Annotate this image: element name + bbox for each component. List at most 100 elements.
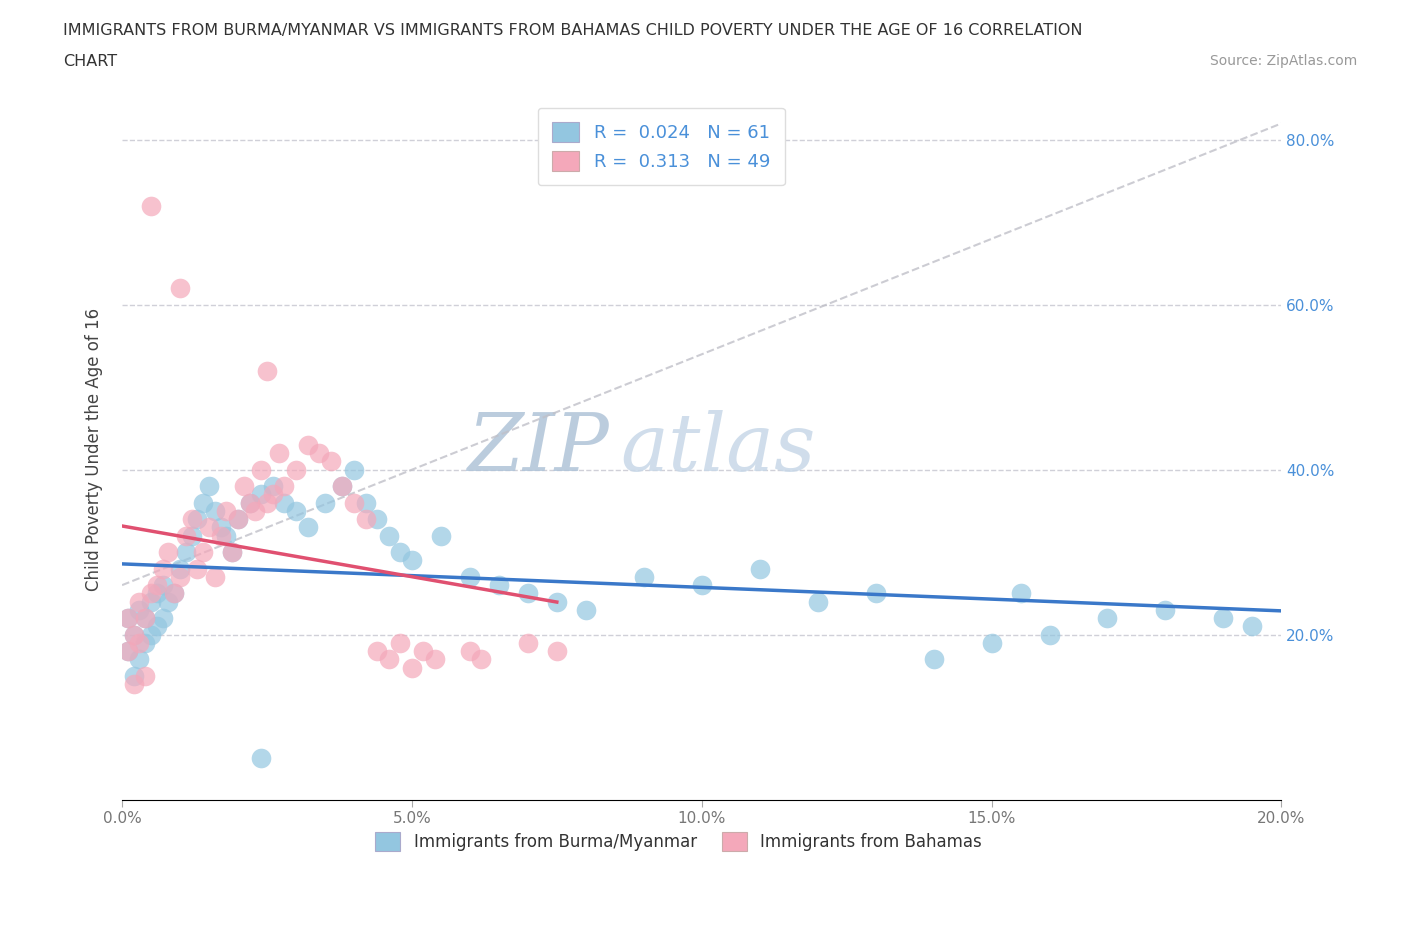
Point bbox=[546, 594, 568, 609]
Point bbox=[308, 445, 330, 460]
Text: ZIP: ZIP bbox=[467, 410, 609, 488]
Text: Source: ZipAtlas.com: Source: ZipAtlas.com bbox=[1209, 54, 1357, 68]
Point bbox=[169, 561, 191, 576]
Point bbox=[128, 594, 150, 609]
Point bbox=[273, 496, 295, 511]
Point bbox=[146, 619, 169, 634]
Point bbox=[319, 454, 342, 469]
Text: CHART: CHART bbox=[63, 54, 117, 69]
Point bbox=[516, 586, 538, 601]
Point bbox=[180, 512, 202, 526]
Point bbox=[922, 652, 945, 667]
Point bbox=[1212, 611, 1234, 626]
Point bbox=[354, 496, 377, 511]
Point bbox=[226, 512, 249, 526]
Point bbox=[186, 512, 208, 526]
Point bbox=[575, 603, 598, 618]
Point bbox=[122, 627, 145, 642]
Point bbox=[174, 528, 197, 543]
Point bbox=[128, 652, 150, 667]
Point bbox=[389, 635, 412, 650]
Point bbox=[146, 578, 169, 592]
Point bbox=[152, 578, 174, 592]
Point bbox=[163, 586, 186, 601]
Point bbox=[193, 496, 215, 511]
Point bbox=[314, 496, 336, 511]
Point bbox=[430, 528, 453, 543]
Point bbox=[186, 561, 208, 576]
Point bbox=[633, 569, 655, 584]
Point bbox=[128, 603, 150, 618]
Point bbox=[330, 479, 353, 494]
Point bbox=[354, 512, 377, 526]
Point bbox=[209, 528, 232, 543]
Point bbox=[157, 545, 180, 560]
Point bbox=[412, 644, 434, 658]
Point bbox=[297, 520, 319, 535]
Point bbox=[215, 503, 238, 518]
Point bbox=[139, 586, 162, 601]
Point bbox=[377, 528, 399, 543]
Point bbox=[250, 751, 273, 765]
Point bbox=[1038, 627, 1060, 642]
Point bbox=[232, 479, 254, 494]
Point bbox=[169, 569, 191, 584]
Point bbox=[470, 652, 492, 667]
Point bbox=[122, 669, 145, 684]
Point bbox=[343, 496, 366, 511]
Point bbox=[267, 445, 290, 460]
Point bbox=[152, 611, 174, 626]
Point bbox=[128, 635, 150, 650]
Text: IMMIGRANTS FROM BURMA/MYANMAR VS IMMIGRANTS FROM BAHAMAS CHILD POVERTY UNDER THE: IMMIGRANTS FROM BURMA/MYANMAR VS IMMIGRA… bbox=[63, 23, 1083, 38]
Point bbox=[980, 635, 1002, 650]
Point bbox=[377, 652, 399, 667]
Y-axis label: Child Poverty Under the Age of 16: Child Poverty Under the Age of 16 bbox=[86, 308, 103, 591]
Point bbox=[139, 627, 162, 642]
Point bbox=[1097, 611, 1119, 626]
Point bbox=[458, 569, 481, 584]
Point bbox=[169, 281, 191, 296]
Point bbox=[297, 437, 319, 452]
Point bbox=[174, 545, 197, 560]
Point bbox=[134, 635, 156, 650]
Point bbox=[546, 644, 568, 658]
Point bbox=[250, 487, 273, 502]
Point bbox=[139, 198, 162, 213]
Point bbox=[262, 479, 284, 494]
Point bbox=[250, 462, 273, 477]
Point bbox=[273, 479, 295, 494]
Point bbox=[215, 528, 238, 543]
Point bbox=[193, 545, 215, 560]
Point bbox=[245, 503, 267, 518]
Text: atlas: atlas bbox=[620, 410, 815, 488]
Point bbox=[389, 545, 412, 560]
Point bbox=[134, 669, 156, 684]
Point bbox=[1010, 586, 1032, 601]
Point bbox=[204, 569, 226, 584]
Point bbox=[748, 561, 770, 576]
Point bbox=[204, 503, 226, 518]
Point bbox=[262, 487, 284, 502]
Point bbox=[423, 652, 446, 667]
Point bbox=[117, 644, 139, 658]
Point bbox=[239, 496, 262, 511]
Point bbox=[256, 364, 278, 379]
Point bbox=[488, 578, 510, 592]
Point bbox=[152, 561, 174, 576]
Point bbox=[401, 553, 423, 568]
Point bbox=[1154, 603, 1177, 618]
Point bbox=[865, 586, 887, 601]
Point bbox=[1241, 619, 1264, 634]
Point bbox=[221, 545, 243, 560]
Point bbox=[284, 503, 307, 518]
Point bbox=[284, 462, 307, 477]
Point bbox=[198, 520, 221, 535]
Point bbox=[139, 594, 162, 609]
Point bbox=[157, 594, 180, 609]
Point bbox=[458, 644, 481, 658]
Point bbox=[343, 462, 366, 477]
Point bbox=[366, 644, 388, 658]
Point bbox=[134, 611, 156, 626]
Point bbox=[117, 644, 139, 658]
Point bbox=[198, 479, 221, 494]
